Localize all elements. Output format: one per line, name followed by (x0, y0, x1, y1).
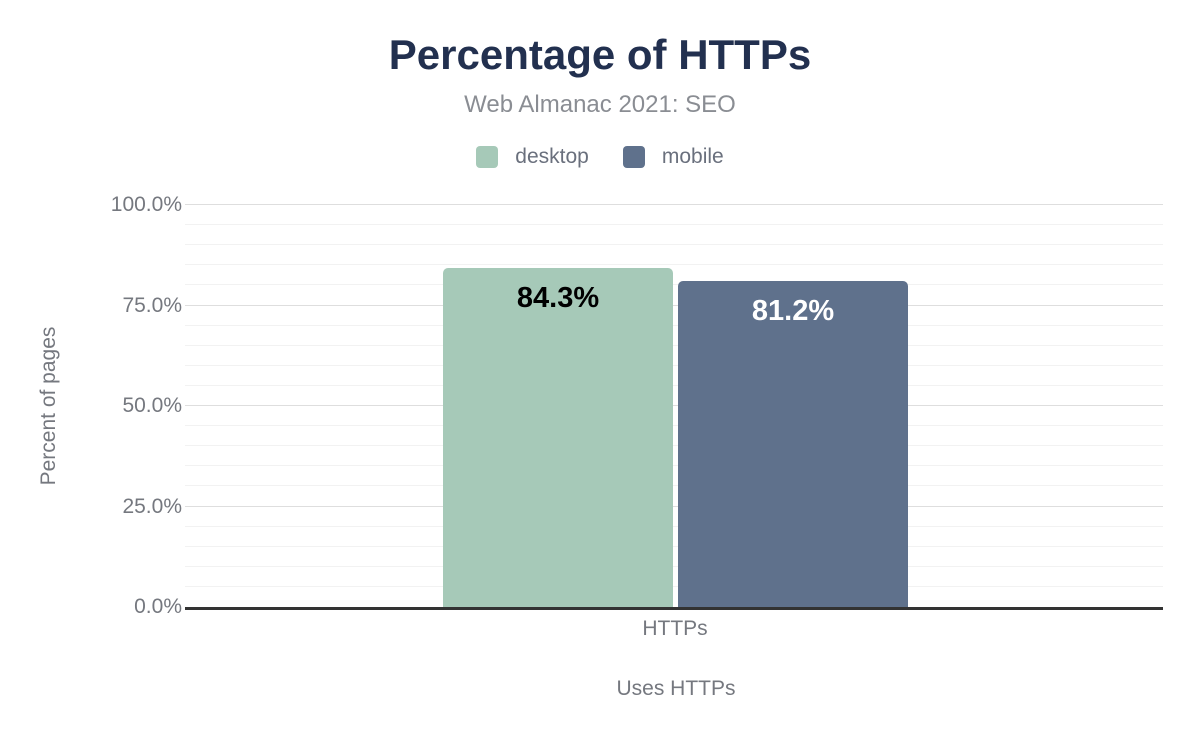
gridline (185, 525, 1163, 527)
x-tick-label: HTTPs (642, 617, 708, 640)
gridline (185, 284, 1163, 286)
bar-desktop: 84.3% (443, 268, 673, 607)
gridline (185, 264, 1163, 266)
gridline (185, 565, 1163, 567)
chart-subtitle: Web Almanac 2021: SEO (464, 91, 736, 118)
gridline (185, 244, 1163, 246)
legend: desktop mobile (0, 145, 1200, 169)
gridline (185, 445, 1163, 447)
x-axis-line (185, 607, 1163, 610)
gridline (185, 465, 1163, 467)
gridline (185, 585, 1163, 587)
gridline (185, 384, 1163, 386)
gridline (185, 364, 1163, 366)
y-tick-label: 75.0% (122, 293, 182, 317)
gridline (185, 505, 1163, 507)
y-tick-label: 25.0% (122, 494, 182, 518)
legend-swatch-desktop (476, 146, 499, 168)
gridline (185, 344, 1163, 346)
legend-item-mobile: mobile (622, 145, 724, 169)
gridline (185, 425, 1163, 427)
y-tick-label: 100.0% (110, 193, 182, 216)
legend-label-desktop: desktop (515, 145, 589, 168)
gridline (185, 545, 1163, 547)
gridline (185, 224, 1163, 226)
bar-value-label-mobile: 81.2% (751, 294, 835, 327)
legend-label-mobile: mobile (661, 145, 724, 168)
gridline (185, 304, 1163, 306)
gridline (185, 324, 1163, 326)
bar-mobile: 81.2% (678, 280, 908, 607)
x-axis-title: Uses HTTPs (616, 677, 736, 700)
gridline (185, 485, 1163, 487)
legend-swatch-mobile (622, 146, 645, 168)
y-tick-label: 50.0% (122, 394, 182, 417)
bar-value-label-desktop: 84.3% (516, 282, 600, 315)
plot-area: 84.3% 81.2% (185, 204, 1163, 610)
y-tick-label: 0.0% (134, 595, 182, 618)
legend-item-desktop: desktop (476, 145, 589, 169)
gridline (185, 204, 1163, 205)
gridline (185, 405, 1163, 406)
chart-title: Percentage of HTTPs (388, 31, 812, 78)
